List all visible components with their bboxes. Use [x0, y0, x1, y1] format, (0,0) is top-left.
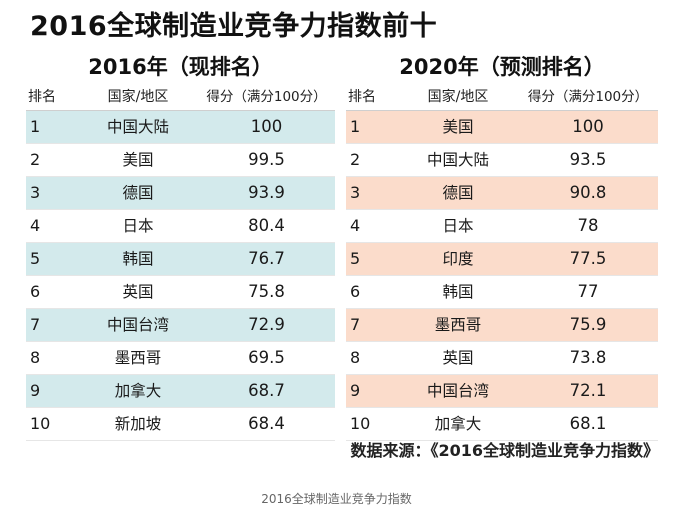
- name-cell: 加拿大: [114, 382, 162, 400]
- table-row: 5 韩国 76.7: [26, 243, 335, 276]
- score-cell: 75.9: [569, 315, 607, 334]
- name-cell: 日本: [442, 217, 474, 235]
- name-cell: 中国大陆: [426, 151, 489, 169]
- score-cell: 78: [577, 216, 599, 235]
- ranking-2016-panel: 2016年（现排名） 排名 国家/地区 得分（满分100分） 1 中国大陆 100 2…: [26, 50, 335, 441]
- rank-cell: 6: [350, 282, 361, 301]
- name-cell: 德国: [442, 184, 474, 202]
- score-cell: 90.8: [569, 183, 607, 202]
- table-row: 9 中国台湾 72.1: [346, 375, 658, 408]
- table-row: 4 日本 78: [346, 210, 658, 243]
- rank-cell: 2: [30, 150, 41, 169]
- table-row: 5 印度 77.5: [346, 243, 658, 276]
- rank-cell: 3: [30, 183, 41, 202]
- rank-cell: 2: [350, 150, 361, 169]
- score-cell: 100: [250, 117, 283, 136]
- rank-cell: 4: [30, 216, 41, 235]
- page-title: 2016全球制造业竞争力指数前十: [30, 11, 438, 42]
- score-cell: 93.5: [569, 150, 607, 169]
- table-header: 排名 国家/地区 得分（满分100分）: [346, 84, 658, 111]
- rank-cell: 9: [30, 381, 41, 400]
- score-cell: 72.1: [569, 381, 607, 400]
- name-cell: 日本: [122, 217, 154, 235]
- name-cell: 墨西哥: [434, 316, 482, 334]
- rank-cell: 7: [350, 315, 361, 334]
- rank-cell: 1: [350, 117, 361, 136]
- data-source: 数据来源：《2016全球制造业竞争力指数》: [350, 441, 659, 460]
- score-cell: 80.4: [248, 216, 285, 235]
- score-cell: 77.5: [569, 249, 607, 268]
- ranking-2020-panel: 2020年（预测排名） 排名 国家/地区 得分（满分100分） 1 美国 100 2 中…: [346, 50, 658, 441]
- image-caption: 2016全球制造业竞争力指数: [261, 492, 412, 506]
- name-cell: 中国大陆: [106, 118, 169, 136]
- table-row: 7 墨西哥 75.9: [346, 309, 658, 342]
- name-cell: 英国: [442, 349, 474, 367]
- table-row: 6 英国 75.8: [26, 276, 335, 309]
- rank-cell: 5: [350, 249, 361, 268]
- header-score: 得分（满分100分）: [527, 89, 649, 105]
- table-row: 1 美国 100: [346, 111, 658, 144]
- header-score: 得分（满分100分）: [206, 89, 327, 105]
- header-rank: 排名: [348, 89, 376, 105]
- table-row: 8 墨西哥 69.5: [26, 342, 335, 375]
- name-cell: 新加坡: [114, 415, 162, 433]
- score-cell: 76.7: [248, 249, 285, 268]
- header-rank: 排名: [28, 89, 56, 105]
- rank-cell: 3: [350, 183, 361, 202]
- name-cell: 韩国: [442, 283, 474, 301]
- rank-cell: 9: [350, 381, 361, 400]
- name-cell: 美国: [122, 151, 154, 169]
- panel-title-2016: 2016年（现排名）: [88, 55, 273, 79]
- rank-cell: 10: [30, 414, 51, 433]
- score-cell: 93.9: [248, 183, 285, 202]
- header-name: 国家/地区: [427, 89, 489, 105]
- name-cell: 德国: [122, 184, 154, 202]
- name-cell: 墨西哥: [114, 349, 162, 367]
- name-cell: 美国: [442, 118, 474, 136]
- name-cell: 加拿大: [434, 415, 482, 433]
- rank-cell: 7: [30, 315, 41, 334]
- rank-cell: 5: [30, 249, 41, 268]
- score-cell: 99.5: [248, 150, 285, 169]
- table-row: 2 中国大陆 93.5: [346, 144, 658, 177]
- table-row: 3 德国 93.9: [26, 177, 335, 210]
- table-row: 10 加拿大 68.1: [346, 408, 658, 441]
- name-cell: 中国台湾: [426, 382, 489, 400]
- score-cell: 69.5: [248, 348, 285, 367]
- table-row: 7 中国台湾 72.9: [26, 309, 335, 342]
- rank-cell: 1: [30, 117, 41, 136]
- name-cell: 印度: [442, 250, 474, 268]
- panel-title-2020: 2020年（预测排名）: [399, 55, 605, 79]
- rank-cell: 8: [30, 348, 41, 367]
- score-cell: 75.8: [248, 282, 285, 301]
- score-cell: 73.8: [569, 348, 607, 367]
- name-cell: 英国: [122, 283, 154, 301]
- score-cell: 68.1: [569, 414, 607, 433]
- rank-cell: 8: [350, 348, 361, 367]
- rank-cell: 4: [350, 216, 361, 235]
- score-cell: 100: [572, 117, 604, 136]
- table-header: 排名 国家/地区 得分（满分100分）: [26, 84, 335, 111]
- name-cell: 中国台湾: [106, 316, 169, 334]
- header-name: 国家/地区: [107, 89, 169, 105]
- rank-cell: 6: [30, 282, 41, 301]
- table-row: 9 加拿大 68.7: [26, 375, 335, 408]
- table-body: 1 中国大陆 100 2 美国 99.5 3 德国 93.9 4 日本 80.4 5 韩国 76.7 6 英国 7…: [26, 111, 335, 441]
- table-body: 1 美国 100 2 中国大陆 93.5 3 德国 90.8 4 日本 78 5 印度 77.5 6 韩国 77 7…: [346, 111, 658, 441]
- score-cell: 68.7: [248, 381, 285, 400]
- name-cell: 韩国: [122, 250, 154, 268]
- table-row: 10 新加坡 68.4: [26, 408, 335, 441]
- table-row: 3 德国 90.8: [346, 177, 658, 210]
- score-cell: 77: [577, 282, 599, 301]
- score-cell: 68.4: [248, 414, 285, 433]
- table-row: 1 中国大陆 100: [26, 111, 335, 144]
- table-row: 6 韩国 77: [346, 276, 658, 309]
- score-cell: 72.9: [248, 315, 285, 334]
- table-row: 8 英国 73.8: [346, 342, 658, 375]
- table-row: 2 美国 99.5: [26, 144, 335, 177]
- rank-cell: 10: [350, 414, 371, 433]
- table-row: 4 日本 80.4: [26, 210, 335, 243]
